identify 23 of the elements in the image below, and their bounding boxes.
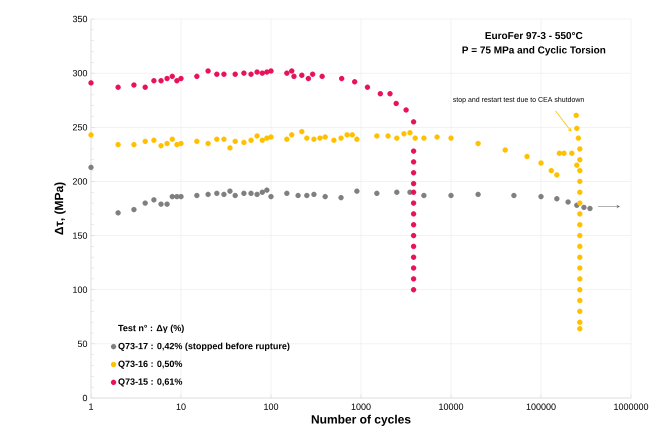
y-axis-title: Δτ, (MPa)	[54, 182, 66, 235]
x-tick-label: 100000	[526, 404, 556, 410]
legend-label: Q73-15 : 0,61%	[118, 378, 182, 386]
x-tick-label: 10	[176, 404, 186, 410]
x-axis-title: Number of cycles	[312, 414, 411, 426]
legend-label: Q73-16 : 0,50%	[118, 360, 182, 369]
x-tick-label: 1000000	[614, 404, 648, 410]
y-tick-label: 200	[72, 178, 88, 185]
x-tick-label: 10000	[439, 404, 464, 410]
y-tick-label: 0	[82, 394, 88, 402]
x-tick-label: 100	[264, 404, 278, 410]
x-tick-label: 1000	[352, 404, 371, 410]
y-tick-label: 250	[72, 124, 88, 130]
y-tick-label: 100	[73, 286, 88, 293]
text: EuroFer 97-3 - 550°C	[486, 32, 582, 40]
y-tick-label: 150	[73, 232, 88, 239]
y-tick-label: 300	[72, 70, 88, 76]
y-tick-label: 50	[78, 340, 88, 348]
x-tick-label: 1	[89, 404, 94, 410]
legend-title: Test n° : Δγ (%)	[118, 324, 184, 333]
y-tick-label: 350	[72, 16, 88, 22]
legend-label: Q73-17 : 0,42% (stopped before rupture)	[118, 342, 290, 352]
text: P = 75 MPa and Cyclic Torsion	[462, 46, 606, 56]
